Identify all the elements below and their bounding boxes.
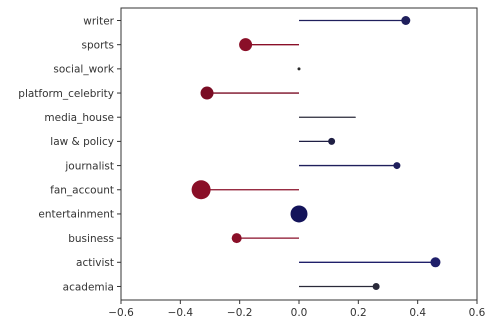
marker-law-policy bbox=[328, 137, 336, 145]
y-tick-label-activist: activist bbox=[76, 257, 114, 269]
marker-layer bbox=[191, 16, 441, 290]
x-ticks: −0.6 −0.4 −0.2 0.0 0.2 0.4 0.6 bbox=[108, 300, 486, 319]
x-tick-label-1: −0.4 bbox=[168, 307, 194, 319]
x-tick-label-4: 0.2 bbox=[350, 307, 367, 319]
x-tick-label-3: 0.0 bbox=[291, 307, 308, 319]
marker-activist bbox=[430, 257, 441, 268]
y-tick-label-entertainment: entertainment bbox=[38, 209, 114, 221]
y-tick-label-fan-account: fan_account bbox=[50, 185, 114, 197]
x-tick-label-5: 0.4 bbox=[409, 307, 426, 319]
marker-social-work bbox=[297, 67, 301, 71]
x-tick-label-6: 0.6 bbox=[469, 307, 486, 319]
y-tick-label-academia: academia bbox=[63, 281, 114, 293]
y-tick-label-writer: writer bbox=[83, 15, 114, 27]
x-tick-label-2: −0.2 bbox=[227, 307, 253, 319]
marker-journalist bbox=[393, 162, 401, 170]
y-tick-label-business: business bbox=[68, 233, 114, 245]
marker-writer bbox=[401, 16, 411, 25]
marker-media-house bbox=[354, 116, 356, 118]
y-tick-label-law-policy: law & policy bbox=[50, 136, 114, 148]
y-tick-label-social-work: social_work bbox=[53, 64, 115, 76]
marker-platform-celebrity bbox=[200, 86, 214, 100]
y-tick-label-platform-celebrity: platform_celebrity bbox=[18, 88, 114, 100]
marker-academia bbox=[372, 282, 380, 290]
marker-fan-account bbox=[191, 180, 211, 200]
stem-layer bbox=[201, 19, 436, 288]
plot-frame bbox=[120, 7, 478, 301]
x-tick-label-0: −0.6 bbox=[108, 307, 134, 319]
y-tick-label-sports: sports bbox=[82, 39, 114, 51]
marker-sports bbox=[239, 38, 253, 52]
y-tick-labels: writer sports social_work platform_celebrit… bbox=[18, 15, 121, 293]
y-tick-label-journalist: journalist bbox=[64, 160, 114, 172]
marker-entertainment bbox=[290, 205, 308, 223]
y-tick-label-media-house: media_house bbox=[44, 112, 114, 124]
marker-business bbox=[231, 233, 242, 244]
